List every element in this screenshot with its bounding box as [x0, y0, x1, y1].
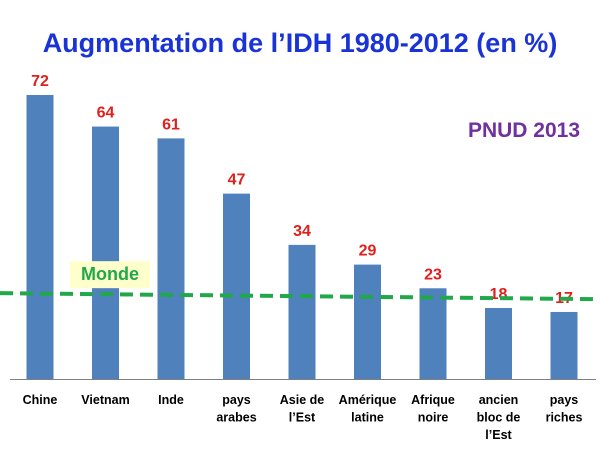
value-labels-group: 726461473429231817	[31, 73, 573, 307]
category-label-6-1: noire	[418, 411, 449, 425]
bar-1	[92, 126, 119, 379]
value-label-2: 61	[162, 116, 180, 133]
bar-3	[223, 193, 250, 379]
source-annotation: PNUD 2013	[468, 119, 580, 142]
x-labels-group: Chine Vietnam Inde pays arabes Asie de l’Est Am…	[23, 393, 583, 442]
value-label-4: 34	[293, 223, 311, 240]
category-label-3-1: arabes	[216, 411, 256, 425]
category-label-8-0: pays	[550, 393, 579, 407]
monde-reference-line	[0, 291, 600, 302]
monde-label: Monde	[81, 264, 139, 284]
bar-5	[354, 264, 381, 379]
bars-group	[26, 95, 578, 379]
value-label-3: 47	[228, 172, 246, 189]
category-label-6-0: Afrique	[411, 393, 455, 407]
category-label-4-0: Asie de	[280, 393, 325, 407]
category-label-2-0: Inde	[158, 393, 184, 407]
bar-0	[26, 95, 54, 379]
bar-6	[419, 288, 447, 379]
value-label-0: 72	[31, 73, 49, 90]
bar-4	[288, 244, 316, 379]
category-label-7-0: ancien	[479, 393, 519, 407]
category-label-5-1: latine	[351, 411, 384, 425]
value-label-5: 29	[359, 243, 377, 260]
category-label-7-1: bloc de	[477, 411, 521, 425]
bar-7	[485, 308, 512, 379]
bar-8	[550, 311, 578, 379]
monde-label-background	[70, 261, 150, 289]
category-label-3-0: pays	[222, 393, 251, 407]
value-label-7: 18	[490, 286, 508, 303]
value-label-1: 64	[97, 105, 115, 122]
category-label-7-2: l’Est	[485, 428, 512, 442]
category-label-5-0: Amérique	[339, 393, 397, 407]
category-label-0-0: Chine	[23, 393, 58, 407]
bar-2	[157, 138, 185, 379]
category-label-8-1: riches	[546, 411, 583, 425]
category-label-1-0: Vietnam	[81, 393, 129, 407]
chart-title: Augmentation de l’IDH 1980-2012 (en %)	[43, 28, 558, 58]
category-label-4-1: l’Est	[289, 411, 316, 425]
value-label-6: 23	[424, 266, 442, 283]
